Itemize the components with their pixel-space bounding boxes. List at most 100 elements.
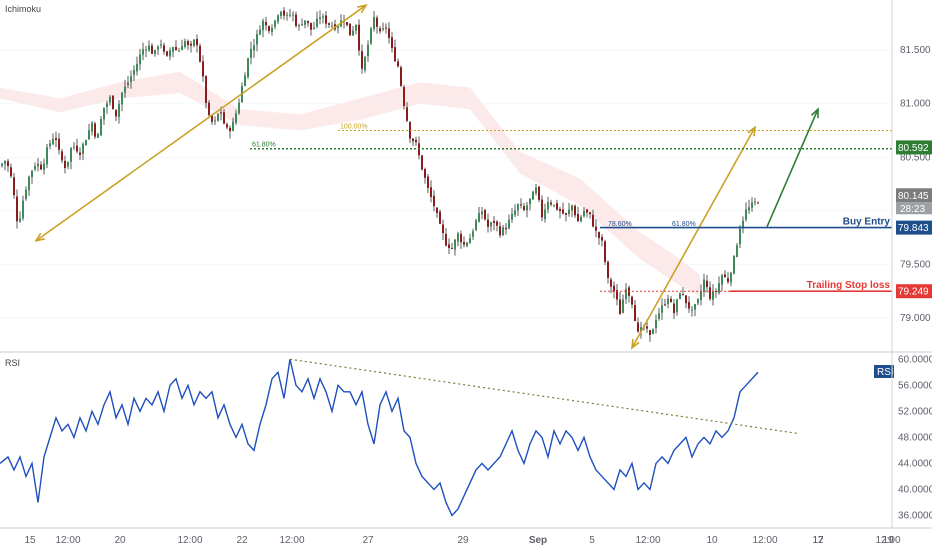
candle-down <box>706 280 708 287</box>
candle-up <box>106 103 108 107</box>
candle-up <box>742 220 744 228</box>
rsi-tick-label: 36.0000 <box>898 510 932 521</box>
time-tick-label: Sep <box>529 535 547 546</box>
candle-up <box>472 231 474 237</box>
trend-arrow-0 <box>35 4 367 242</box>
candle-up <box>73 146 75 148</box>
price-tick-label: 79.000 <box>900 313 931 324</box>
candle-up <box>289 14 291 16</box>
price-badge-text: 79.249 <box>898 287 929 298</box>
candle-up <box>751 202 753 208</box>
candle-up <box>82 143 84 154</box>
candle-up <box>466 242 468 246</box>
candle-down <box>388 28 390 39</box>
candle-up <box>37 163 39 167</box>
candle-up <box>160 44 162 46</box>
candle-up <box>382 28 384 30</box>
candle-up <box>691 309 693 311</box>
candle-up <box>661 305 663 313</box>
candle-down <box>520 204 522 206</box>
candle-down <box>634 305 636 322</box>
candle-down <box>433 195 435 207</box>
candle-down <box>307 20 309 24</box>
fib-label-1: 61.80% <box>252 142 276 149</box>
candle-up <box>355 24 357 31</box>
candle-up <box>364 56 366 71</box>
time-tick-label: 20 <box>114 535 126 546</box>
candle-up <box>583 210 585 217</box>
time-tick-label: 19 <box>882 535 894 546</box>
candle-down <box>430 187 432 197</box>
candle-up <box>121 92 123 105</box>
candle-up <box>370 28 372 44</box>
candle-up <box>253 45 255 51</box>
candle-down <box>64 160 66 169</box>
time-tick-label: 10 <box>706 535 718 546</box>
candle-up <box>274 20 276 27</box>
rsi-tick-label: 52.0000 <box>898 406 932 417</box>
candle-up <box>337 26 339 28</box>
candle-down <box>202 61 204 77</box>
candle-up <box>85 140 87 146</box>
candle-up <box>373 16 375 30</box>
candle-up <box>508 219 510 229</box>
rsi-legend-text: RSI <box>877 367 894 378</box>
candle-up <box>367 44 369 57</box>
candle-down <box>391 37 393 49</box>
candle-up <box>475 220 477 231</box>
candle-up <box>553 204 555 206</box>
candle-down <box>727 278 729 282</box>
candle-down <box>346 21 348 26</box>
price-badge <box>896 188 932 203</box>
candle-up <box>679 293 681 299</box>
candle-down <box>436 207 438 214</box>
ichimoku-cloud <box>0 71 700 297</box>
candle-up <box>130 76 132 82</box>
candle-down <box>613 285 615 292</box>
candle-up <box>46 147 48 165</box>
candle-up <box>169 50 171 57</box>
candle-up <box>244 75 246 87</box>
candle-up <box>652 329 654 335</box>
candle-down <box>523 206 525 211</box>
candle-down <box>283 10 285 16</box>
candle-down <box>574 205 576 216</box>
candle-down <box>385 27 387 29</box>
candle-up <box>139 54 141 65</box>
candle-up <box>529 198 531 205</box>
candle-up <box>352 30 354 36</box>
candle-down <box>493 220 495 223</box>
candle-up <box>535 187 537 194</box>
candlesticks <box>1 7 759 342</box>
candle-down <box>460 233 462 243</box>
candle-down <box>112 95 114 110</box>
time-tick-label: 12:00 <box>55 535 80 546</box>
candle-up <box>217 113 219 121</box>
candle-up <box>478 213 480 222</box>
price-tick-label: 81.500 <box>900 45 931 56</box>
candle-up <box>148 45 150 51</box>
trailing_stop-label: Trailing Stop loss <box>807 280 891 291</box>
candle-down <box>445 233 447 246</box>
candle-down <box>328 23 330 25</box>
candle-up <box>280 11 282 16</box>
candle-down <box>166 51 168 56</box>
candle-down <box>361 51 363 69</box>
candle-up <box>52 138 54 145</box>
candle-up <box>88 130 90 140</box>
candle-down <box>586 209 588 213</box>
candle-down <box>484 209 486 220</box>
candle-down <box>562 209 564 214</box>
candle-up <box>658 313 660 319</box>
candle-up <box>748 207 750 211</box>
candle-down <box>550 202 552 205</box>
candle-down <box>115 109 117 117</box>
candle-down <box>451 247 453 249</box>
candle-down <box>589 212 591 215</box>
candle-down <box>55 138 57 140</box>
candle-down <box>577 213 579 222</box>
time-tick-label: 5 <box>589 535 595 546</box>
price-badge <box>896 140 932 155</box>
candle-down <box>406 107 408 121</box>
